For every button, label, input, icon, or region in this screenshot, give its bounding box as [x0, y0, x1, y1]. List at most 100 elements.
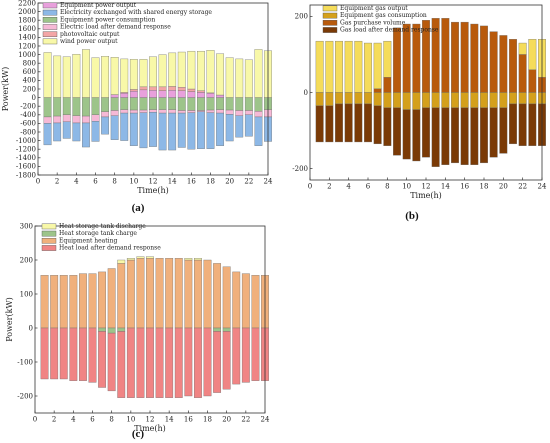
legend-swatch — [322, 20, 338, 26]
bar-mark — [518, 103, 527, 146]
y-tick-label: -800 — [20, 128, 36, 136]
bar-mark — [88, 327, 97, 383]
bar-mark — [489, 107, 498, 158]
bar-mark — [383, 92, 392, 108]
y-tick-label: 800 — [23, 60, 36, 68]
y-tick-label: 300 — [20, 222, 33, 230]
bar-mark — [470, 107, 479, 165]
bar-mark — [91, 97, 100, 115]
x-tick-label: 10 — [126, 416, 135, 424]
bar-mark — [117, 331, 126, 398]
bar-mark — [213, 263, 222, 329]
y-tick-label: -1400 — [16, 154, 36, 162]
y-tick-label: -400 — [20, 111, 36, 119]
bar-mark — [184, 259, 193, 329]
x-tick-label: 16 — [460, 183, 469, 191]
bar-mark — [222, 331, 231, 390]
bar-mark — [126, 259, 135, 329]
legend-entry: Heat storage tank charge — [59, 230, 137, 237]
bar-mark — [101, 97, 110, 112]
x-tick-label: 16 — [187, 178, 196, 186]
bar-mark — [129, 109, 138, 114]
bar-mark — [216, 97, 225, 110]
bar-mark — [325, 40, 334, 93]
bar-mark — [197, 110, 205, 112]
bar-mark — [62, 121, 71, 139]
bar-mark — [139, 97, 148, 111]
bar-mark — [126, 327, 135, 398]
bar-mark — [509, 39, 517, 93]
bar-mark — [441, 107, 450, 165]
x-tick-label: 18 — [206, 178, 215, 186]
chart-c-series-heat-storage-tank-charge — [98, 327, 231, 334]
y-tick-label: 0 — [304, 89, 308, 97]
x-tick-label: 4 — [74, 178, 79, 186]
bar-mark — [129, 59, 138, 90]
bar-mark — [82, 97, 90, 117]
bar-mark — [383, 107, 392, 146]
y-tick-label: 0 — [32, 94, 36, 102]
bar-mark — [168, 52, 177, 87]
bar-mark — [213, 331, 222, 393]
x-tick-label: 12 — [146, 416, 155, 424]
bar-mark — [117, 259, 126, 264]
bar-mark — [244, 110, 253, 115]
x-tick-label: 0 — [33, 416, 37, 424]
bar-mark — [149, 109, 157, 113]
bar-mark — [146, 327, 154, 398]
chart-b-series-equipment-gas-consumption — [315, 92, 546, 110]
bar-mark — [499, 107, 508, 154]
bar-mark — [187, 112, 196, 150]
bar-mark — [354, 40, 363, 93]
chart-b-panel-label: (b) — [405, 210, 419, 222]
bar-mark — [480, 25, 488, 93]
y-tick-label: 0 — [29, 324, 33, 332]
legend-entry: wind power output — [60, 38, 118, 45]
x-tick-label: 6 — [366, 183, 371, 191]
bar-mark — [225, 109, 234, 115]
bar-mark — [43, 123, 52, 146]
bar-mark — [235, 115, 244, 138]
bar-mark — [187, 91, 196, 98]
bar-mark — [110, 94, 119, 98]
bar-mark — [177, 97, 186, 111]
legend-entry: Equipment gas consumption — [340, 12, 427, 19]
y-tick-label: 1000 — [18, 51, 36, 59]
bar-mark — [168, 90, 177, 98]
bar-mark — [344, 92, 353, 105]
bar-mark — [158, 109, 167, 114]
x-tick-label: 24 — [538, 183, 547, 191]
y-tick-label: -1000 — [16, 137, 36, 145]
bar-mark — [177, 110, 186, 114]
bar-mark — [232, 271, 241, 329]
bar-mark — [53, 122, 62, 142]
bar-mark — [213, 327, 222, 332]
bar-mark — [315, 105, 324, 143]
bar-mark — [315, 92, 324, 106]
bar-mark — [62, 114, 71, 122]
bar-mark — [225, 57, 234, 98]
bar-mark — [110, 115, 119, 140]
x-tick-label: 10 — [402, 183, 411, 191]
bar-mark — [197, 50, 205, 91]
bar-mark — [168, 112, 177, 151]
legend-entry: Equipment power consumption — [60, 16, 155, 23]
bar-mark — [91, 121, 100, 142]
bar-mark — [91, 57, 100, 98]
x-tick-label: 14 — [168, 178, 177, 186]
y-tick-label: 1400 — [18, 34, 36, 42]
bar-mark — [383, 40, 392, 78]
bar-mark — [43, 97, 52, 118]
bar-mark — [110, 110, 119, 116]
bar-mark — [107, 327, 116, 334]
bar-mark — [72, 53, 81, 98]
chart-c-series-equipment-heating — [40, 258, 269, 329]
legend-swatch — [41, 238, 57, 244]
bar-mark — [232, 327, 241, 385]
bar-mark — [149, 97, 157, 110]
bar-mark — [187, 88, 196, 92]
bar-mark — [120, 109, 129, 114]
legend-entry: Heat load after demand response — [59, 245, 161, 252]
legend-swatch — [41, 245, 57, 251]
